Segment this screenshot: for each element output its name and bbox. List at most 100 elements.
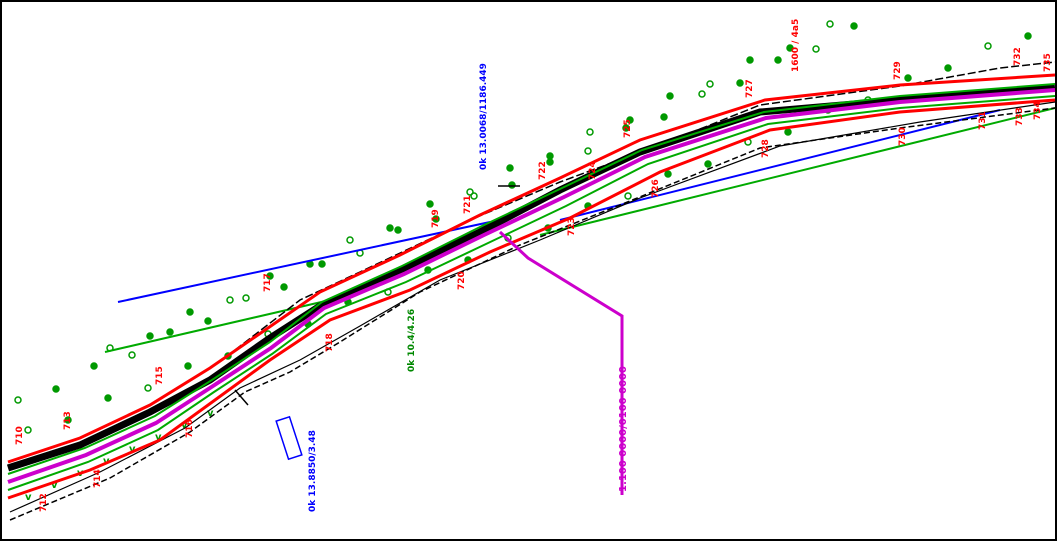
tree-icon: [698, 90, 706, 98]
blue-reference-line-2: [559, 109, 1001, 221]
structure-icon: [275, 415, 303, 461]
tree-icon: [64, 416, 72, 424]
tree-icon: [128, 351, 136, 359]
tree-icon: [622, 124, 630, 132]
station-label: 716: [185, 419, 195, 438]
tree-icon: [774, 56, 782, 64]
vegetation-icon: v: [51, 480, 58, 491]
station-label: 717: [263, 273, 273, 292]
station-label: 735: [1043, 53, 1053, 72]
tree-icon: [904, 74, 912, 82]
green-offset-lower: [7, 95, 1056, 491]
station-label: 729: [893, 61, 903, 80]
magenta-centerline: [7, 88, 1056, 484]
red-alignment-upper: [7, 73, 1056, 464]
station-label: 713: [63, 411, 73, 430]
road-edge-lower-2: [9, 101, 1056, 513]
tree-icon: [666, 92, 674, 100]
tree-icon: [166, 328, 174, 336]
tree-icon: [736, 79, 744, 87]
tree-icon: [784, 128, 792, 136]
tree-icon: [346, 236, 354, 244]
station-label: 715: [155, 366, 165, 385]
tree-icon: [506, 164, 514, 172]
blue-reference-line: [117, 221, 491, 303]
tree-icon: [144, 384, 152, 392]
tree-icon: [266, 272, 274, 280]
station-label: 720: [457, 271, 467, 290]
tree-icon: [584, 147, 592, 155]
vegetation-icon: v: [129, 444, 136, 455]
tree-icon: [242, 294, 250, 302]
station-label: 710: [15, 426, 25, 445]
red-alignment-lower: [7, 98, 1056, 500]
tree-icon: [432, 215, 440, 223]
station-label: 714: [93, 469, 103, 488]
tree-icon: [586, 128, 594, 136]
tree-icon: [24, 426, 32, 434]
road-edge-lower: [9, 107, 1056, 521]
tree-icon: [704, 160, 712, 168]
station-label: 726: [651, 179, 661, 198]
station-label: 727: [745, 79, 755, 98]
tree-icon: [546, 152, 554, 160]
tree-icon: [146, 332, 154, 340]
tree-icon: [466, 188, 474, 196]
tree-icon: [508, 181, 516, 189]
station-label: 732: [1013, 47, 1023, 66]
tree-icon: [52, 385, 60, 393]
label-blue-top: 0k 13.0068/1186.449: [479, 63, 489, 170]
green-offset-upper: [7, 83, 1056, 475]
tree-icon: [826, 20, 834, 28]
station-label: 718: [325, 333, 335, 352]
tree-icon: [626, 116, 634, 124]
tree-icon: [226, 296, 234, 304]
road-body-black: [6, 84, 1056, 472]
tree-icon: [204, 317, 212, 325]
tree-icon: [280, 283, 288, 291]
station-label: 733: [1015, 107, 1025, 126]
tree-icon: [706, 80, 714, 88]
tick-mark: [234, 389, 249, 406]
station-label: 721: [463, 195, 473, 214]
station-label: 734: [1033, 101, 1043, 120]
tree-icon: [984, 42, 992, 50]
station-label: 725: [623, 119, 633, 138]
station-label: 723: [567, 217, 577, 236]
green-reference-line-2: [539, 107, 1056, 236]
label-blue-bottom: 0k 13.8850/3.48: [308, 430, 318, 512]
tree-icon: [90, 362, 98, 370]
tree-icon: [186, 308, 194, 316]
tree-icon: [470, 192, 478, 200]
station-label: 722: [538, 161, 548, 180]
label-red-top: 1600 / 4a5: [791, 19, 801, 72]
station-label: 728: [761, 139, 771, 158]
tree-icon: [746, 56, 754, 64]
tree-icon: [812, 45, 820, 53]
tree-icon: [386, 224, 394, 232]
tree-icon: [850, 22, 858, 30]
station-label: 731: [978, 111, 988, 130]
tree-icon: [394, 226, 402, 234]
tree-icon: [184, 362, 192, 370]
station-label: 724: [588, 161, 598, 180]
green-reference-line: [104, 299, 331, 353]
tree-icon: [14, 396, 22, 404]
station-label: 712: [39, 493, 49, 512]
tree-icon: [786, 44, 794, 52]
vegetation-icon: v: [25, 492, 32, 503]
tree-icon: [104, 394, 112, 402]
station-label: 719: [431, 209, 441, 228]
label-green-mid: 0k 10.4/4.26: [407, 309, 417, 372]
tree-icon: [1024, 32, 1032, 40]
vegetation-icon: v: [181, 420, 188, 431]
tree-icon: [660, 113, 668, 121]
tree-icon: [624, 192, 632, 200]
tree-icon: [664, 170, 672, 178]
station-label: 730: [898, 127, 908, 146]
station-labels: 710 712 713 714 715 716 717 718 719 720 721 722 723 7…: [15, 47, 1053, 512]
magenta-leader-line: [498, 230, 624, 495]
